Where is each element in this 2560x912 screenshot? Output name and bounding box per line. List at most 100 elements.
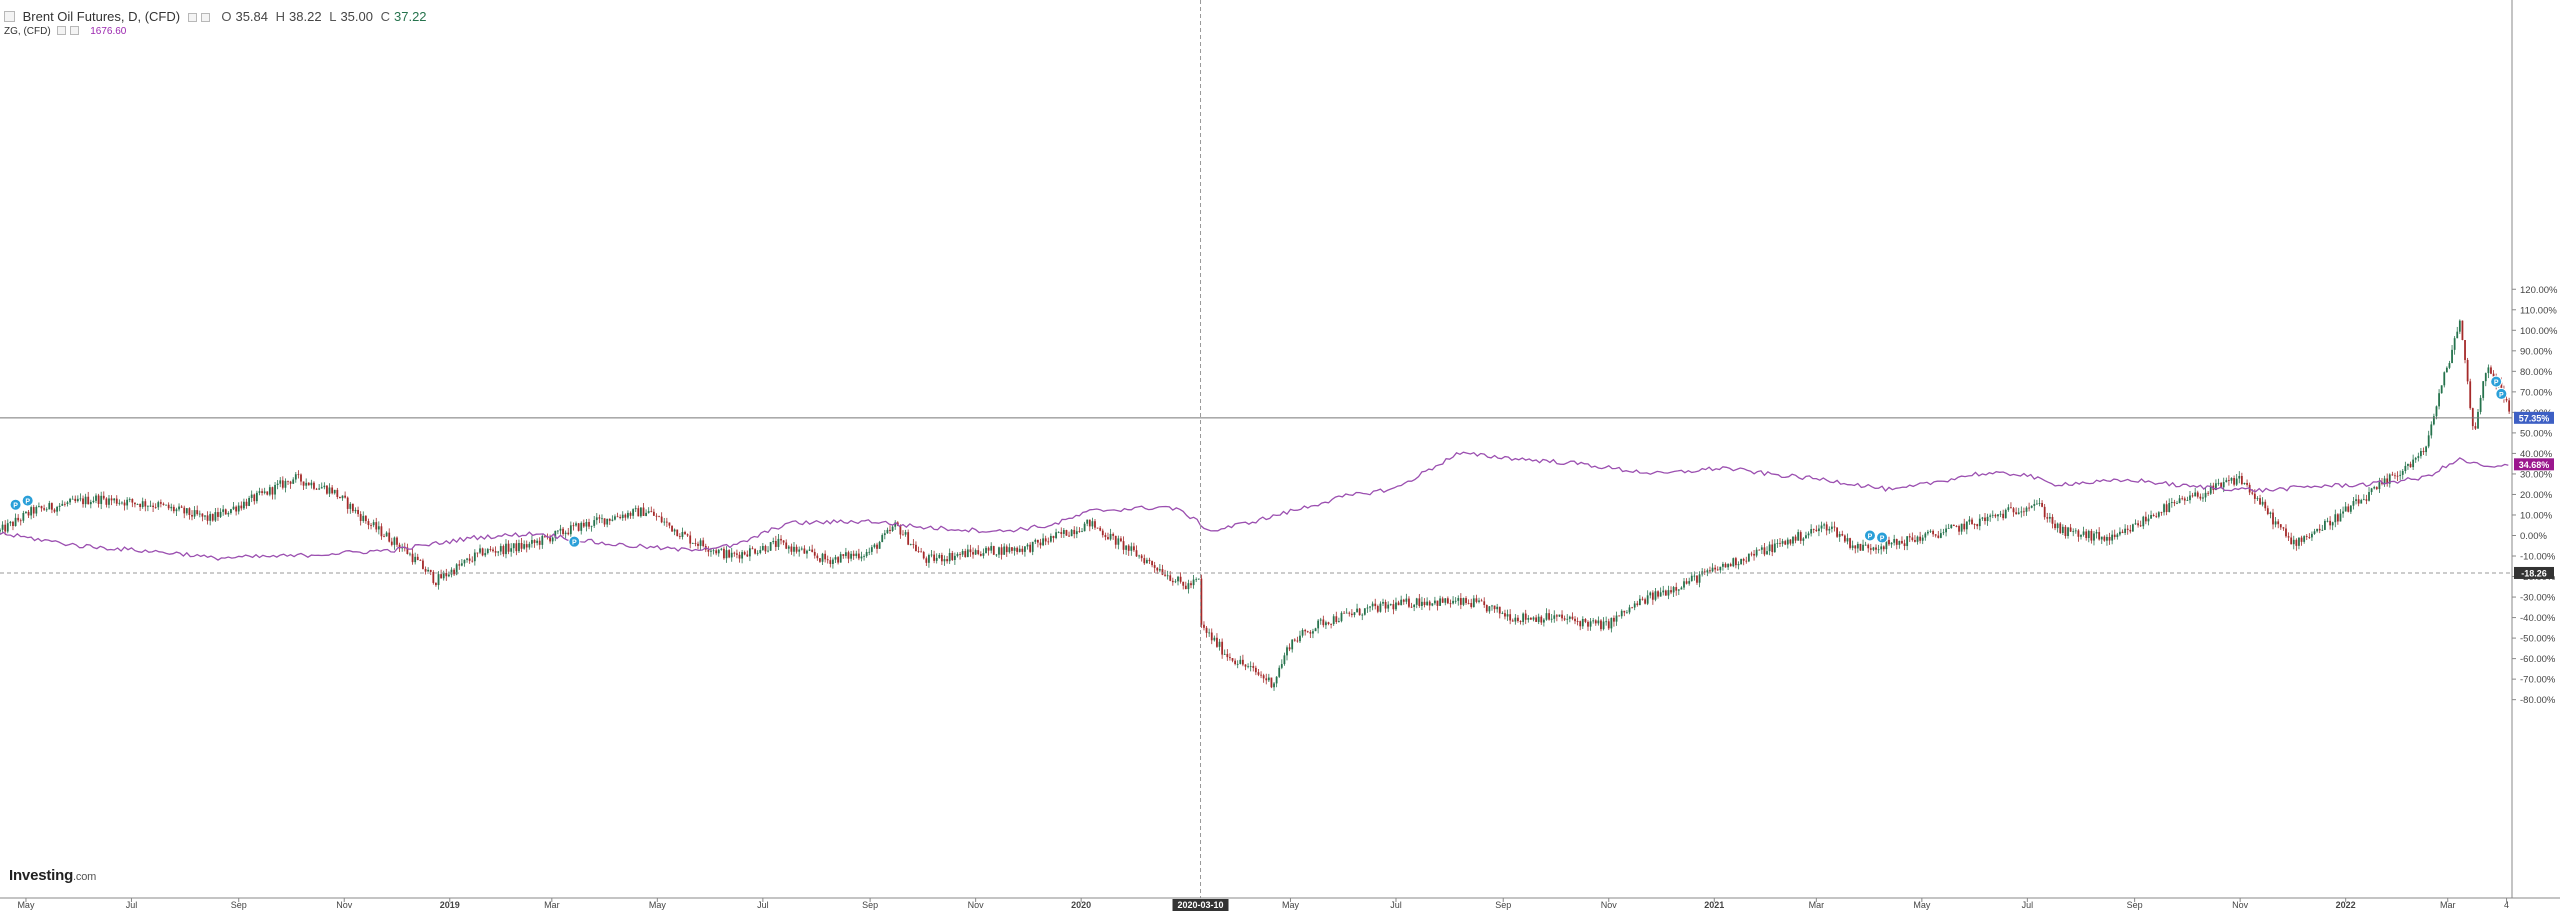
y-tick-label: 120.00% [2520,285,2558,296]
brent-candle-body [2025,507,2028,512]
brent-candle-body [2331,522,2334,526]
brent-candle-body [1187,583,1190,590]
brent-candle-body [881,535,884,543]
brent-candle-body [66,502,69,504]
brent-candle-body [2199,496,2202,499]
brent-candle-body [2038,503,2041,504]
secondary-symbol-label[interactable]: ZG, (CFD) [4,26,51,37]
brent-candle-body [505,543,507,555]
brent-candle-body [1711,567,1714,572]
brent-candle-body [385,532,388,537]
brent-candle-body [258,491,261,493]
brent-candle-body [1592,620,1595,622]
brent-candle-body [276,483,279,485]
brent-candle-body [538,540,541,545]
brent-candle-body [816,555,819,559]
brent-candle-body [974,550,977,555]
brent-candle-body [2028,507,2031,509]
brent-candle-body [424,568,427,572]
brent-candle-body [1293,639,1296,641]
brent-candle-body [606,518,609,525]
brent-candle-body [2357,499,2360,504]
brent-candle-body [82,498,84,505]
brent-candle-body [826,559,829,561]
brent-candle-body [642,507,645,516]
brent-candle-body [702,540,705,547]
brent-candle-body [922,552,925,559]
brent-candle-body [1973,524,1976,525]
event-marker-label: P [2499,392,2504,399]
brent-candle-body [1898,540,1901,545]
brent-candle-body [1605,621,1608,623]
secondary-settings-square-icon[interactable] [57,26,67,35]
brent-candle-body [855,553,858,557]
brent-candle-body [1869,548,1872,550]
brent-candle-body [691,543,694,544]
brent-candle-body [1363,608,1366,615]
brent-candle-body [2119,531,2121,535]
brent-candle-body [865,551,868,557]
brent-candle-body [917,551,920,552]
brent-candle-body [1537,616,1540,622]
brent-candle-body [2246,482,2248,485]
brent-candle-body [616,516,619,518]
brent-candle-body [497,551,500,553]
brent-candle-body [751,548,754,550]
settings-square-icon[interactable] [187,13,197,22]
brent-candle-body [1932,530,1934,535]
brent-candle-body [1509,614,1512,621]
close-value: 37.22 [394,9,427,24]
brent-candle-body [582,522,585,527]
brent-candle-body [886,529,889,534]
brent-candle-body [969,549,972,553]
brent-candle-body [712,550,715,552]
brent-candle-body [372,522,375,526]
symbol-label[interactable]: Brent Oil Futures, D, (CFD) [22,9,181,24]
brent-candle-body [1768,544,1771,552]
brent-candle-body [1579,621,1582,627]
brent-candle-body [2336,514,2339,522]
brent-candle-body [422,560,424,569]
brent-candle-body [1304,630,1307,632]
brent-candle-body [1851,545,1854,548]
close-square-icon[interactable] [200,13,210,22]
brent-candle-body [1171,580,1174,583]
brent-candle-body [2207,492,2210,494]
brent-candle-body [261,491,263,493]
event-marker-label: P [25,499,30,506]
brent-candle-body [811,549,814,552]
brent-candle-body [1229,657,1231,659]
brent-candle-body [948,552,951,562]
brent-candle-body [1421,601,1423,606]
brent-candle-body [938,554,941,558]
brent-candle-body [1745,560,1748,562]
brent-candle-body [2108,536,2111,541]
collapse-legend-icon[interactable] [4,11,15,22]
x-tick-label: Nov [336,900,353,910]
brent-candle-body [1555,615,1558,617]
brent-candle-body [821,553,824,562]
brent-candle-body [995,554,998,556]
brent-candle-body [313,482,315,489]
brent-candle-body [1766,551,1768,555]
brent-candle-body [2373,487,2376,489]
brent-candle-body [889,529,891,532]
brent-candle-body [2469,381,2472,409]
brent-candle-body [598,517,601,519]
crosshair-date-badge: 2020-03-10 [1177,900,1223,910]
brent-candle-body [800,548,803,550]
brent-candle-body [2432,416,2435,425]
brent-candle-body [2103,536,2106,541]
brent-candle-body [224,509,227,515]
brent-candle-body [676,529,679,537]
brent-candle-body [541,535,544,545]
brent-candle-body [1997,514,1999,517]
secondary-close-square-icon[interactable] [70,26,80,35]
brent-candle-body [165,504,167,506]
brent-candle-body [1031,541,1034,552]
brent-candle-body [128,499,131,500]
brent-candle-body [157,502,160,508]
brent-candle-body [2355,499,2357,502]
brent-candle-body [1864,544,1867,546]
